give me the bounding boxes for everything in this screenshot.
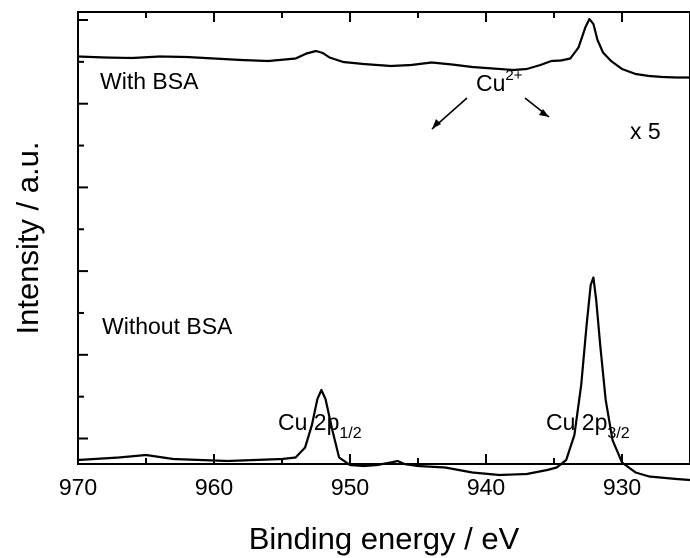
y-axis-title: Intensity / a.u. [10,142,45,335]
cu2-arrowhead-left [432,119,441,129]
cu2-arrowhead-right [539,109,549,117]
label-cu-2p32: Cu 2p3/2 [546,409,630,442]
x-axis-ticks [77,12,690,464]
cu2-superscript: 2+ [505,67,522,84]
spectrum-with-bsa [77,17,690,79]
label-without-bsa: Without BSA [102,313,233,339]
x-tick-label: 970 [59,474,97,500]
label-scale-factor: x 5 [630,118,661,144]
cu-2p12-subscript: 1/2 [339,425,361,442]
x-tick-label: 940 [467,474,505,500]
x-axis-title: Binding energy / eV [249,521,520,556]
cu-2p32-subscript: 3/2 [607,425,629,442]
x-tick-label: 960 [195,474,233,500]
x-tick-label: 950 [331,474,369,500]
label-cu-2p12: Cu 2p1/2 [278,409,362,442]
cu-2p32-base: Cu 2p [546,409,607,435]
label-with-bsa: With BSA [100,68,199,94]
cu2-base: Cu [476,70,505,96]
x-axis-tick-labels: 970 960 950 940 930 [59,474,641,500]
spectrum-without-bsa [77,276,690,482]
x-tick-label: 930 [603,474,641,500]
cu2-arrows [431,97,550,130]
label-cu2plus: Cu2+ [476,67,523,96]
y-axis-ticks [78,19,88,440]
cu-2p12-base: Cu 2p [278,409,339,435]
